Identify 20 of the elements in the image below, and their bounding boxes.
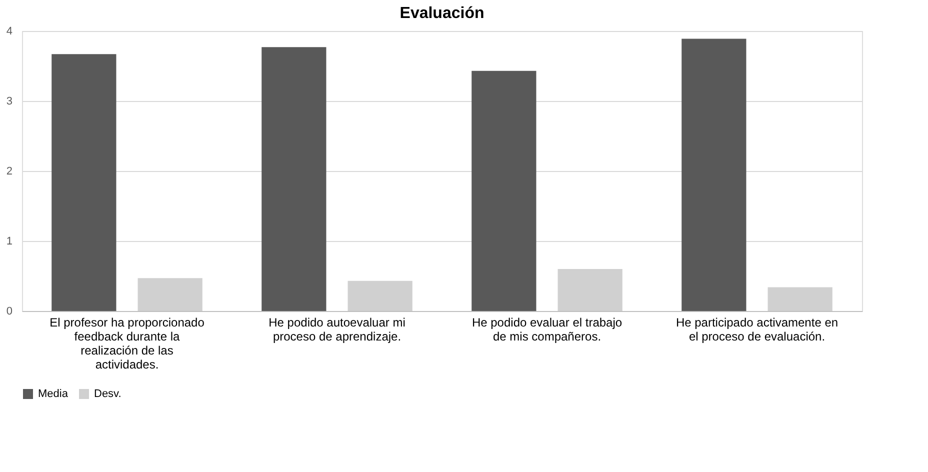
bar	[348, 280, 412, 311]
x-tick-label: He podido autoevaluar mi proceso de aprendizaje.	[268, 316, 406, 344]
x-tick-label: He podido evaluar el trabajo de mis compañeros.	[472, 316, 622, 344]
chart-title: Evaluación	[400, 5, 484, 22]
bar	[558, 269, 622, 311]
bar	[262, 47, 326, 311]
y-tick-label: 2	[6, 166, 12, 178]
y-tick-label: 1	[6, 236, 12, 248]
bar	[472, 70, 536, 311]
bar	[138, 278, 202, 311]
bar	[768, 287, 832, 311]
y-tick-label: 0	[6, 306, 12, 318]
x-tick-label: El profesor ha proporcionado feedback durante la realización de las actividades.	[50, 316, 205, 372]
legend-label: Media	[38, 388, 69, 400]
legend-label: Desv.	[94, 388, 122, 400]
bar	[52, 54, 116, 311]
y-tick-label: 3	[6, 96, 12, 108]
bar	[682, 38, 746, 311]
x-tick-label: He participado activamente en el proceso de evaluación.	[676, 316, 838, 344]
y-tick-label: 4	[6, 26, 12, 38]
